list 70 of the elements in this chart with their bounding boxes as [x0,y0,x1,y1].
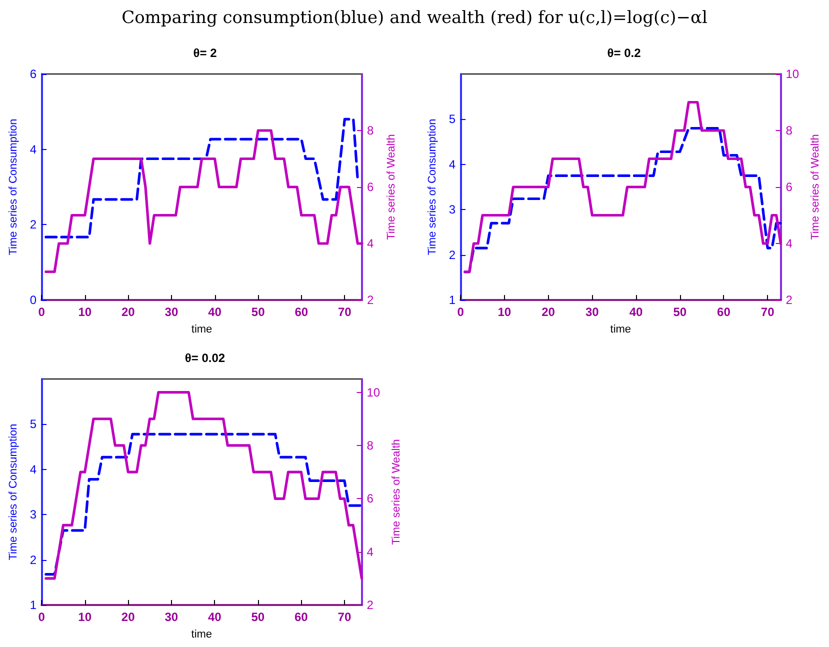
y2-axis-title: Time series of Wealth [386,134,398,240]
y-tick-label: 5 [30,417,37,432]
x-tick-label: 70 [338,610,352,624]
x-tick-label: 0 [457,305,464,319]
chart-title: θ= 0.02 [184,351,226,365]
line-series [464,126,782,274]
x-tick-label: 10 [498,305,512,319]
x-tick-label: 40 [629,305,644,319]
y-tick-label: 4 [448,157,456,172]
chart-title: θ= 0.2 [607,46,642,60]
x-tick-label: 20 [121,610,136,624]
y-axis-title: Time series of Consumption [426,118,438,256]
x-tick-label: 0 [38,610,46,624]
y2-tick-label: 4 [786,236,793,250]
y-tick-label: 3 [448,202,456,217]
y2-tick-label: 8 [367,124,374,138]
x-axis-title: time [191,324,212,336]
x-tick-label: 30 [164,305,178,319]
x-tick-label: 10 [78,305,92,319]
y2-tick-label: 2 [366,598,374,612]
x-axis-title: time [191,628,212,640]
x-tick-label: 50 [251,305,266,319]
text: Comparing consumption(blue) and wealth (red) for u(c,l)=log(c)−αl [120,8,708,28]
x-tick-label: 70 [760,305,775,319]
y-axis-title: Time series of Consumption [8,118,20,256]
y-tick-label: 1 [30,598,37,612]
x-tick-label: 30 [164,610,178,624]
x-tick-label: 20 [121,305,136,319]
y-tick-label: 0 [30,293,37,307]
chart-title: θ= 2 [193,46,218,60]
y2-tick-label: 4 [366,544,374,559]
y-tick-label: 4 [30,142,37,156]
x-tick-label: 50 [251,610,265,624]
y-tick-label: 2 [30,218,37,232]
line-series [44,118,359,238]
y-tick-label: 1 [448,293,456,307]
y2-tick-label: 6 [786,180,793,194]
y-tick-label: 3 [30,508,37,522]
y2-tick-label: 8 [786,124,793,138]
line-series [44,390,364,580]
x-tick-label: 30 [585,305,600,319]
y2-tick-label: 2 [367,293,374,307]
y-tick-label: 6 [30,67,37,81]
x-tick-label: 50 [673,305,687,319]
y2-axis-title: Time series of Wealth [390,439,402,545]
y2-tick-label: 8 [366,438,374,452]
x-tick-label: 40 [208,305,222,319]
x-tick-label: 60 [717,305,731,319]
y2-tick-label: 10 [366,385,380,400]
y2-tick-label: 6 [366,492,374,506]
line-series [44,129,364,274]
x-tick-label: 40 [208,610,222,624]
x-tick-label: 0 [38,305,46,319]
y-tick-label: 2 [448,248,456,262]
x-axis-title: time [610,324,632,336]
y2-tick-label: 4 [367,236,374,250]
x-tick-label: 10 [78,610,92,624]
x-tick-label: 60 [294,305,308,319]
y-tick-label: 4 [30,462,37,476]
x-tick-label: 70 [338,305,352,319]
y2-tick-label: 10 [786,67,800,81]
line-series [44,432,364,576]
y-axis-title: Time series of Consumption [8,424,20,560]
y-tick-label: 5 [448,112,456,126]
y2-tick-label: 6 [367,180,374,194]
y2-axis-title: Time series of Wealth [810,134,822,240]
y2-tick-label: 2 [786,293,793,307]
x-tick-label: 60 [294,610,308,624]
x-tick-label: 20 [542,305,556,319]
y-tick-label: 2 [30,552,37,567]
